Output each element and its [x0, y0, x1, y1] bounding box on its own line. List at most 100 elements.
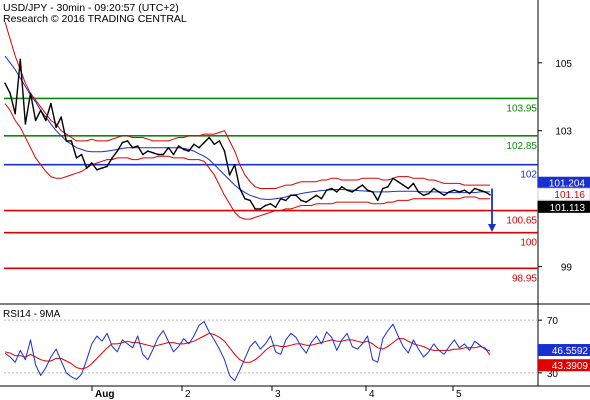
price-point	[433, 187, 435, 190]
price-marker-pivot: 101.204	[538, 176, 590, 190]
price-point	[269, 203, 272, 205]
price-point	[182, 148, 185, 151]
price-point	[65, 140, 68, 142]
price-point	[453, 189, 456, 191]
price-marker-bg	[538, 200, 590, 213]
time-tick-label: 3	[275, 389, 281, 400]
price-marker-bg	[537, 187, 590, 201]
price-point	[177, 145, 180, 147]
price-point	[468, 192, 471, 195]
price-y-tick-label: 99	[561, 263, 573, 274]
price-point	[239, 187, 241, 190]
price-point	[443, 194, 445, 197]
price-point	[193, 143, 195, 146]
price-point	[330, 187, 333, 190]
bollinger-upper-line	[4, 21, 490, 189]
price-point	[19, 58, 22, 61]
time-tick-label: 2	[185, 389, 191, 400]
price-marker-label: 101.204	[549, 179, 586, 190]
price-point	[228, 174, 231, 176]
price-point	[4, 82, 6, 84]
rsi-ma-line	[4, 332, 491, 370]
price-point	[131, 146, 134, 149]
price-point	[116, 150, 119, 152]
price-point	[106, 165, 108, 168]
price-point	[417, 191, 420, 193]
price-point	[249, 199, 251, 202]
price-point	[361, 184, 364, 186]
price-point	[295, 194, 297, 197]
price-point	[463, 189, 466, 191]
price-point	[310, 197, 313, 200]
price-point	[290, 194, 292, 197]
price-point	[167, 146, 170, 149]
price-y-tick-label: 105	[555, 59, 572, 70]
price-marker-band: 101.16	[537, 187, 590, 201]
price-point	[305, 201, 308, 203]
price-point	[142, 153, 144, 156]
price-point	[96, 169, 98, 171]
price-marker-last: 101.113	[538, 200, 590, 214]
price-point	[208, 136, 210, 139]
price-point	[392, 177, 394, 180]
rsi-marker-rsi_ma	[538, 359, 590, 372]
time-tick-label: 4	[369, 389, 375, 400]
price-point	[336, 191, 338, 193]
price-point	[259, 208, 262, 210]
price-point	[157, 153, 159, 156]
price-point	[484, 191, 486, 193]
price-point	[188, 150, 190, 152]
chart-title: USD/JPY - 30min - 09:20:57 (UTC+2)	[3, 2, 179, 14]
price-point	[320, 197, 323, 200]
price-point	[376, 199, 379, 202]
rsi-title: RSI14 - 9MA	[3, 309, 61, 320]
price-point	[382, 187, 384, 190]
price-point	[101, 167, 103, 169]
bollinger-lower-line	[4, 103, 490, 220]
price-marker-label: 101.16	[554, 190, 585, 201]
price-point	[198, 146, 200, 149]
price-point	[29, 92, 32, 95]
price-point	[9, 92, 11, 95]
price-point	[162, 153, 165, 156]
price-point	[24, 123, 27, 125]
price-point	[397, 180, 399, 183]
level-label-pivot: 102	[520, 170, 537, 181]
price-point	[285, 199, 287, 202]
level-label-resistance: 103.95	[506, 103, 537, 114]
price-point	[172, 153, 175, 156]
price-point	[34, 119, 37, 122]
price-point	[80, 153, 83, 156]
price-point	[111, 157, 113, 159]
time-tick-label: 5	[456, 389, 462, 400]
price-point	[371, 191, 374, 193]
time-tick-label: Aug	[95, 389, 114, 400]
price-point	[325, 189, 328, 191]
price-point	[422, 194, 425, 197]
price-point	[264, 204, 267, 207]
price-point	[55, 126, 57, 129]
price-point	[91, 162, 93, 164]
price-point	[136, 145, 139, 147]
price-point	[126, 140, 129, 142]
price-point	[473, 187, 476, 190]
price-marker-bg	[538, 176, 590, 189]
moving-average-line	[4, 55, 490, 200]
price-point	[121, 141, 124, 144]
price-point	[315, 194, 318, 197]
rsi-y-tick-label: 30	[547, 369, 559, 380]
rsi-marker-rsi	[538, 344, 590, 357]
forecast-arrow-head	[488, 223, 496, 232]
price-point	[387, 186, 389, 188]
price-point	[147, 150, 149, 152]
price-point	[152, 152, 154, 154]
price-point	[274, 206, 277, 208]
price-point	[366, 189, 369, 191]
price-point	[356, 187, 359, 190]
price-y-tick-label: 103	[555, 127, 572, 138]
price-point	[75, 157, 78, 159]
price-point	[218, 140, 221, 142]
level-label-support: 100	[520, 238, 537, 249]
price-point	[203, 141, 205, 144]
